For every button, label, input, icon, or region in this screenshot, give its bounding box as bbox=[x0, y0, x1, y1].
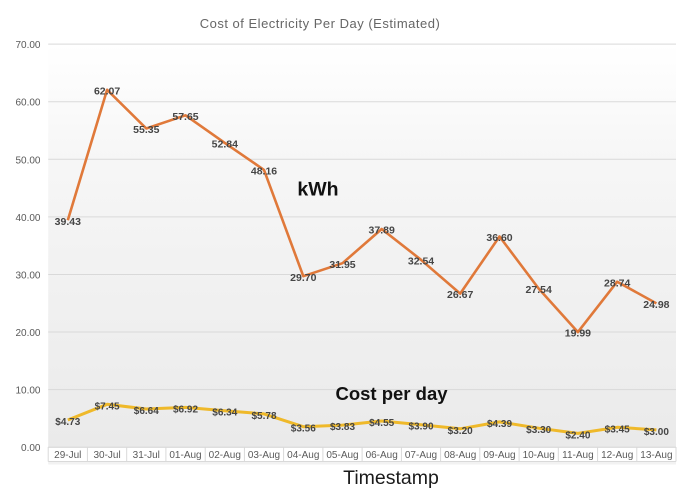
svg-text:$5.78: $5.78 bbox=[251, 411, 276, 422]
svg-text:$3.83: $3.83 bbox=[330, 422, 355, 433]
svg-text:62.07: 62.07 bbox=[94, 85, 120, 97]
svg-text:37.89: 37.89 bbox=[369, 225, 395, 237]
svg-text:32.54: 32.54 bbox=[408, 255, 434, 267]
svg-text:$6.92: $6.92 bbox=[173, 404, 198, 415]
svg-text:48.16: 48.16 bbox=[251, 166, 277, 178]
svg-text:06-Aug: 06-Aug bbox=[366, 450, 398, 461]
svg-text:$3.20: $3.20 bbox=[448, 426, 473, 437]
svg-text:kWh: kWh bbox=[297, 179, 338, 201]
svg-text:$4.39: $4.39 bbox=[487, 419, 512, 430]
svg-text:$3.90: $3.90 bbox=[408, 422, 433, 433]
svg-text:13-Aug: 13-Aug bbox=[640, 450, 672, 461]
svg-text:19.99: 19.99 bbox=[565, 328, 591, 340]
svg-text:$3.45: $3.45 bbox=[605, 424, 630, 435]
svg-text:Timestamp: Timestamp bbox=[343, 467, 439, 489]
svg-text:36.60: 36.60 bbox=[486, 232, 512, 244]
svg-text:12-Aug: 12-Aug bbox=[601, 450, 633, 461]
svg-text:60.00: 60.00 bbox=[15, 98, 40, 109]
svg-text:$3.30: $3.30 bbox=[526, 425, 551, 436]
svg-text:$2.40: $2.40 bbox=[565, 430, 590, 441]
svg-text:55.35: 55.35 bbox=[133, 124, 159, 136]
svg-text:26.67: 26.67 bbox=[447, 289, 473, 301]
svg-text:01-Aug: 01-Aug bbox=[169, 450, 201, 461]
svg-text:52.84: 52.84 bbox=[212, 139, 238, 151]
svg-text:24.98: 24.98 bbox=[643, 299, 669, 311]
svg-text:10-Aug: 10-Aug bbox=[523, 450, 555, 461]
svg-text:08-Aug: 08-Aug bbox=[444, 450, 476, 461]
svg-text:30.00: 30.00 bbox=[15, 271, 40, 282]
svg-text:05-Aug: 05-Aug bbox=[326, 450, 358, 461]
svg-text:07-Aug: 07-Aug bbox=[405, 450, 437, 461]
svg-text:29-Jul: 29-Jul bbox=[54, 450, 81, 461]
svg-text:30-Jul: 30-Jul bbox=[93, 450, 120, 461]
svg-text:40.00: 40.00 bbox=[15, 213, 40, 224]
svg-text:31.95: 31.95 bbox=[329, 259, 355, 271]
svg-text:31-Jul: 31-Jul bbox=[133, 450, 160, 461]
svg-text:29.70: 29.70 bbox=[290, 272, 316, 284]
svg-text:02-Aug: 02-Aug bbox=[209, 450, 241, 461]
svg-text:20.00: 20.00 bbox=[15, 328, 40, 339]
svg-text:03-Aug: 03-Aug bbox=[248, 450, 280, 461]
svg-text:50.00: 50.00 bbox=[15, 155, 40, 166]
svg-text:$4.55: $4.55 bbox=[369, 418, 394, 429]
svg-text:39.43: 39.43 bbox=[55, 216, 81, 228]
svg-text:Cost of Electricity Per Day (E: Cost of Electricity Per Day (Estimated) bbox=[200, 16, 441, 31]
svg-text:Cost per day: Cost per day bbox=[335, 383, 448, 404]
svg-text:11-Aug: 11-Aug bbox=[562, 450, 594, 461]
svg-text:$3.56: $3.56 bbox=[291, 424, 316, 435]
svg-text:$3.00: $3.00 bbox=[644, 427, 669, 438]
svg-text:70.00: 70.00 bbox=[15, 40, 40, 51]
svg-text:$4.73: $4.73 bbox=[55, 417, 80, 428]
svg-text:0.00: 0.00 bbox=[21, 443, 41, 454]
svg-text:$6.34: $6.34 bbox=[212, 408, 237, 419]
svg-text:28.74: 28.74 bbox=[604, 277, 630, 289]
svg-text:$7.45: $7.45 bbox=[95, 401, 120, 412]
svg-text:$6.64: $6.64 bbox=[134, 406, 159, 417]
svg-text:04-Aug: 04-Aug bbox=[287, 450, 319, 461]
svg-text:27.54: 27.54 bbox=[526, 284, 552, 296]
svg-text:10.00: 10.00 bbox=[15, 386, 40, 397]
svg-text:09-Aug: 09-Aug bbox=[483, 450, 515, 461]
svg-text:57.65: 57.65 bbox=[172, 111, 198, 123]
